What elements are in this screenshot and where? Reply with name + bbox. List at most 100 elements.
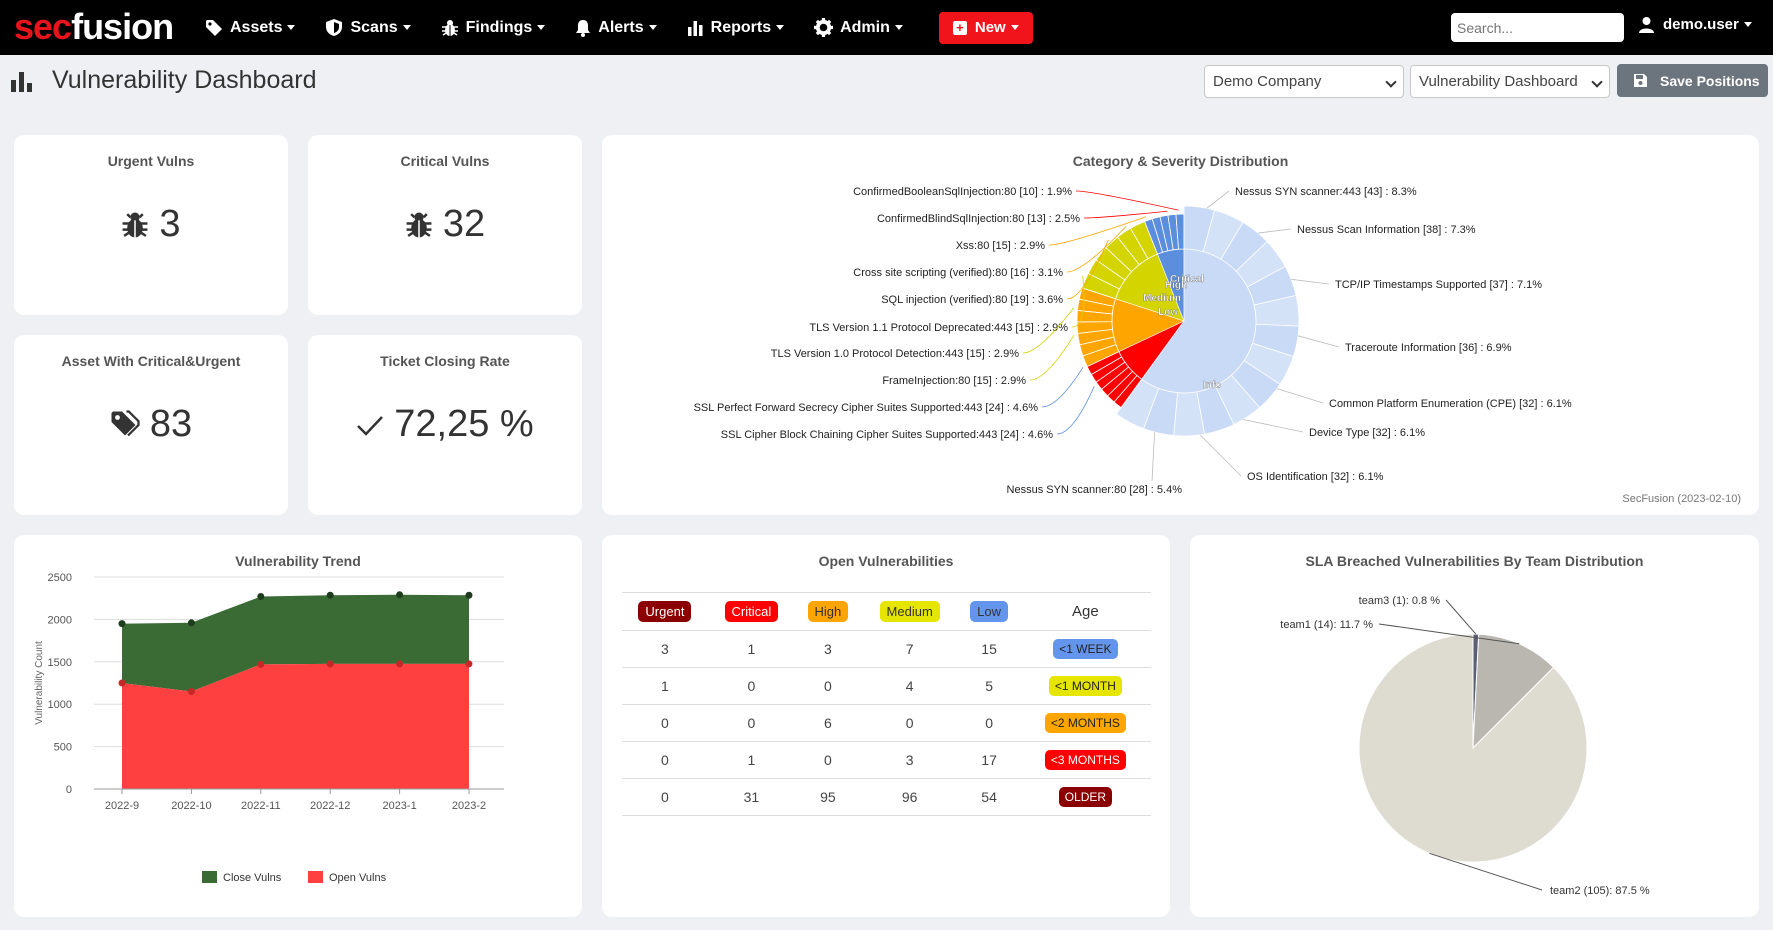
urgent-vulns-value: 3 [14, 203, 288, 246]
nav-admin[interactable]: Admin [814, 18, 903, 37]
severity-badge: High [807, 601, 849, 622]
nav-scans[interactable]: Scans [325, 18, 411, 37]
table-cell: 0 [622, 778, 708, 816]
dashboard-select[interactable]: Vulnerability Dashboard [1410, 65, 1610, 98]
chevron-down-icon [1591, 76, 1603, 88]
category-label: TLS Version 1.1 Protocol Deprecated:443 … [809, 322, 1068, 334]
table-cell: 0 [958, 704, 1020, 742]
new-button-label: New [974, 19, 1006, 36]
urgent-vulns-count: 3 [159, 203, 181, 245]
close-vulns-point [187, 619, 195, 627]
chart-credit: SecFusion (2023-02-10) [1622, 493, 1741, 505]
age-badge: OLDER [1058, 787, 1113, 807]
age-cell: <1 MONTH [1019, 667, 1151, 705]
leader-line [1066, 226, 1127, 273]
shield-icon [326, 19, 343, 36]
nav-assets[interactable]: Assets [205, 19, 296, 37]
asset-critical-value: 83 [14, 403, 288, 446]
trend-chart: 0 500 1000 1500 2000 2500 2022-9 2022-10 2022-11… [34, 572, 504, 884]
open-vulns-body: 3 1 3 7 15 <1 WEEK 1 0 0 4 5 <1 MONTH 0 0 6 0 0 <2 MONTHS… [622, 630, 1151, 816]
top-navbar: secfusion Assets Scans Findings Alerts R… [0, 0, 1773, 55]
company-select[interactable]: Demo Company [1204, 65, 1404, 98]
leader-line [1066, 239, 1109, 300]
y-tick-label: 1000 [48, 699, 72, 711]
category-severity-title: Category & Severity Distribution [1072, 153, 1289, 169]
ticket-closing-value: 72,25 % [308, 403, 582, 446]
severity-badge: Urgent [638, 601, 692, 622]
col-header-age: Age [1019, 592, 1151, 631]
table-cell: 17 [958, 741, 1020, 779]
legend-label: Open Vulns [329, 872, 387, 884]
y-tick-label: 2500 [48, 572, 72, 584]
table-row: 0 0 6 0 0 <2 MONTHS [622, 704, 1151, 742]
leader-line [1258, 228, 1292, 234]
y-tick-label: 0 [66, 784, 72, 796]
category-label: Nessus Scan Information [38] : 7.3% [1297, 224, 1476, 236]
nav-reports[interactable]: Reports [687, 18, 785, 37]
brand-logo[interactable]: secfusion [14, 6, 174, 48]
pie-label: team3 (1): 0.8 % [1359, 595, 1441, 607]
table-cell: 0 [860, 704, 959, 742]
new-button[interactable]: + New [938, 11, 1033, 44]
chevron-down-icon [1743, 22, 1752, 27]
chevron-down-icon [537, 25, 546, 30]
asset-critical-count: 83 [149, 403, 193, 445]
close-vulns-point [465, 591, 473, 599]
table-cell: 0 [707, 704, 795, 742]
save-positions-button[interactable]: Save Positions [1617, 64, 1768, 97]
open-vulns-table: Urgent Critical High Medium Low Age 3 1 3 7 15 <1 … [622, 592, 1151, 816]
sla-breached-card: SLA Breached Vulnerabilities By Team Dis… [1190, 535, 1759, 917]
table-cell: 15 [958, 630, 1020, 668]
category-label: SQL injection (verified):80 [19] : 3.6% [881, 294, 1063, 306]
gear-icon [814, 18, 834, 37]
ticket-closing-rate: 72,25 % [394, 403, 534, 445]
table-cell: 0 [622, 741, 708, 779]
category-label: Nessus SYN scanner:443 [43] : 8.3% [1235, 186, 1417, 198]
table-cell: 1 [622, 667, 708, 705]
table-cell: 31 [707, 778, 795, 816]
category-severity-card: Category & Severity Distribution Critica… [602, 135, 1759, 515]
nav-menu: Assets Scans Findings Alerts Reports Adm… [205, 0, 1033, 55]
severity-badge: Medium [879, 601, 940, 622]
severity-badge: Low [970, 601, 1009, 622]
open-vulns-area [122, 663, 469, 789]
critical-vulns-title: Critical Vulns [400, 153, 490, 169]
table-cell: 0 [707, 667, 795, 705]
search-input[interactable] [1451, 13, 1624, 42]
company-select-value: Demo Company [1213, 73, 1322, 90]
chevron-down-icon [1385, 76, 1397, 88]
nav-findings[interactable]: Findings [441, 19, 546, 37]
category-label: Common Platform Enumeration (CPE) [32] :… [1329, 398, 1572, 410]
col-header-high: High [794, 592, 861, 631]
close-vulns-point [257, 593, 265, 601]
page-title-text: Vulnerability Dashboard [52, 66, 317, 94]
table-cell: 6 [794, 704, 861, 742]
chevron-down-icon [402, 25, 411, 30]
save-positions-label: Save Positions [1660, 72, 1760, 89]
table-row: 0 1 0 3 17 <3 MONTHS [622, 741, 1151, 779]
urgent-vulns-title: Urgent Vulns [107, 153, 195, 169]
x-tick-label: 2022-12 [310, 800, 350, 812]
leader-line [1056, 386, 1095, 435]
brand-logo-part1: sec [14, 6, 72, 47]
brand-logo-part2: fusion [71, 6, 174, 47]
category-label: SSL Cipher Block Chaining Cipher Suites … [721, 429, 1053, 441]
table-row: 1 0 0 4 5 <1 MONTH [622, 667, 1151, 705]
nav-reports-label: Reports [710, 18, 772, 36]
nav-alerts[interactable]: Alerts [575, 19, 657, 37]
chevron-down-icon [894, 25, 903, 30]
x-tick-label: 2023-1 [382, 800, 416, 812]
leader-line [1206, 190, 1230, 209]
y-axis-label: Vulnerability Count [34, 641, 45, 725]
col-header-low: Low [958, 592, 1020, 631]
tags-icon [111, 409, 140, 436]
table-row: 0 31 95 96 54 OLDER [622, 778, 1151, 816]
chevron-down-icon [287, 25, 296, 30]
page-title: Vulnerability Dashboard [10, 66, 317, 95]
category-label: Cross site scripting (verified):80 [16] … [853, 267, 1063, 279]
table-cell: 1 [707, 741, 795, 779]
age-badge: <3 MONTHS [1044, 750, 1126, 770]
y-tick-label: 2000 [48, 614, 72, 626]
leader-line [1071, 275, 1085, 328]
user-menu[interactable]: demo.user [1638, 16, 1752, 33]
